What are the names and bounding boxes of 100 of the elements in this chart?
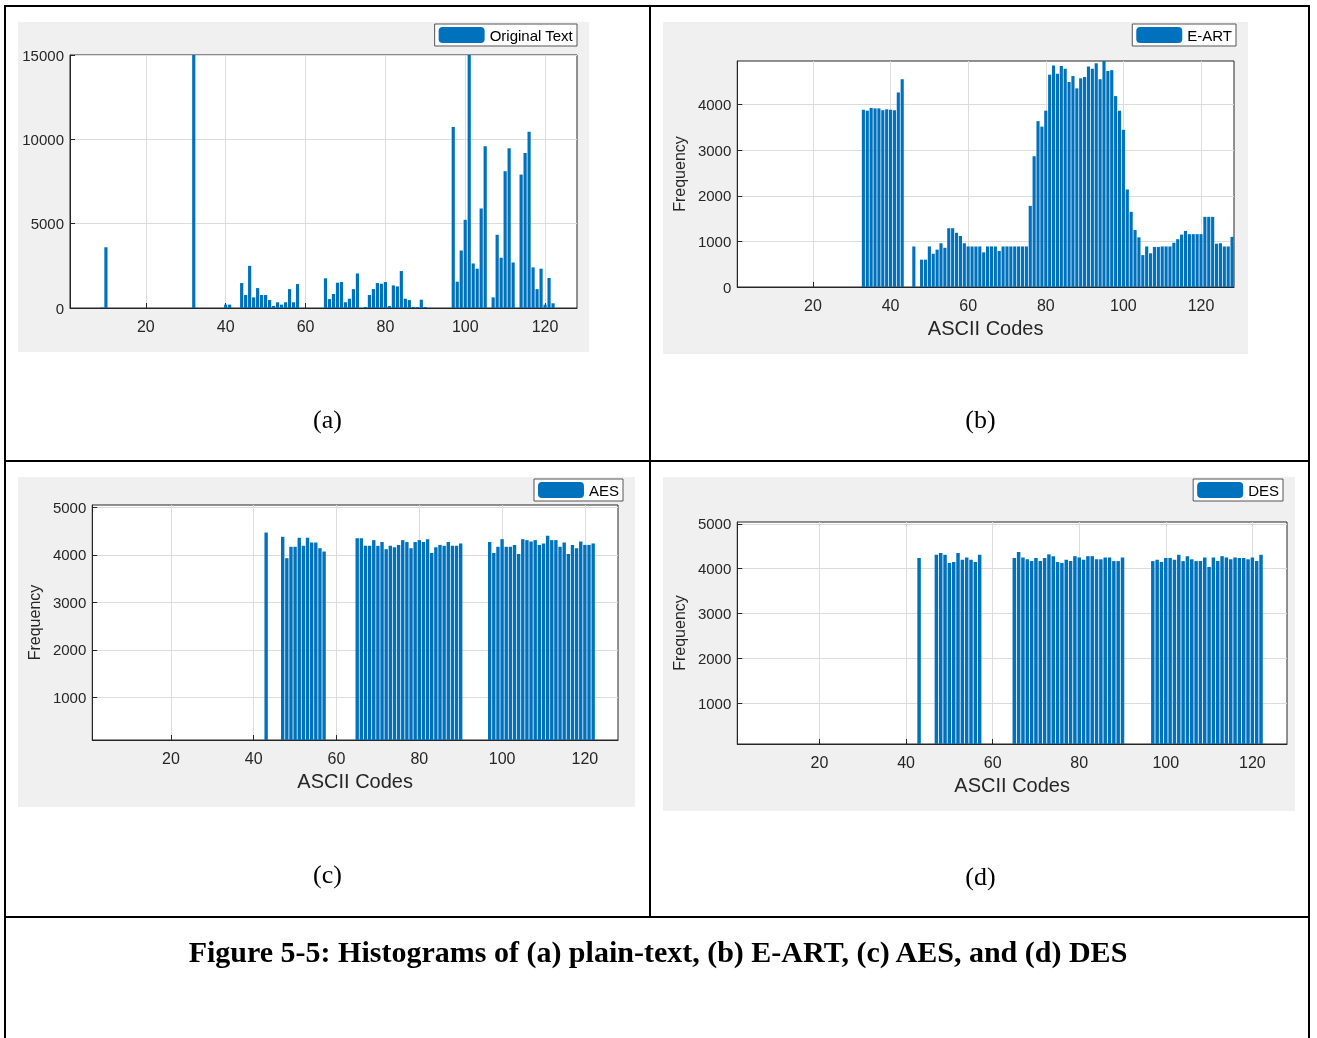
caption: Figure 5-5: Histograms of (a) plain-text, (b) E-ART, (c) AES, and (d) DES (187, 935, 1129, 969)
bar (405, 542, 409, 740)
x-tick-label: 60 (327, 749, 346, 767)
bar (275, 302, 280, 308)
bar (951, 228, 955, 287)
bar (442, 545, 446, 740)
x-tick-label: 120 (1187, 296, 1215, 314)
y-tick-label: 2000 (697, 650, 732, 668)
x-tick-label: 100 (488, 749, 516, 767)
bar (1160, 246, 1164, 287)
bar (335, 282, 340, 308)
y-tick-label: 4000 (697, 560, 732, 578)
x-axis-title: ASCII Codes (954, 773, 1070, 796)
text: (c) (312, 860, 343, 890)
bar (495, 234, 499, 308)
bar (888, 109, 893, 287)
x-tick-label: 60 (959, 296, 978, 314)
bar (1168, 246, 1172, 287)
bar (339, 282, 344, 308)
bar (1001, 246, 1005, 287)
legend-label: DES (1248, 481, 1279, 499)
bar (861, 109, 865, 287)
bar (379, 283, 383, 308)
bar (970, 246, 974, 287)
bar (419, 299, 423, 308)
text: (a) (312, 405, 343, 435)
bar (1071, 76, 1075, 287)
bar (1110, 70, 1114, 287)
x-tick-label: 40 (244, 749, 263, 767)
bar (1207, 216, 1211, 287)
bar (507, 148, 511, 308)
bar (1191, 234, 1195, 287)
bar (1195, 234, 1199, 287)
bar (591, 543, 595, 740)
bar (1009, 246, 1013, 287)
bar (993, 246, 997, 287)
bar (927, 246, 931, 287)
bar (256, 288, 260, 308)
bar (939, 243, 943, 287)
legend-label: E-ART (1187, 26, 1233, 44)
x-tick-label: 20 (136, 317, 155, 335)
bar (1187, 234, 1191, 287)
text: (d) (964, 862, 997, 892)
bar (989, 246, 994, 287)
bar (587, 544, 591, 740)
y-tick-label: 4000 (52, 546, 87, 564)
x-tick-label: 40 (881, 296, 900, 314)
bar (974, 246, 978, 287)
bar (438, 544, 442, 740)
bar (248, 265, 252, 308)
bar (562, 542, 566, 740)
bar (869, 107, 873, 287)
bar (1156, 246, 1160, 287)
bar (399, 271, 403, 308)
bar (881, 110, 885, 287)
bar (900, 79, 904, 287)
bar (380, 542, 384, 740)
y-tick-label: 0 (55, 299, 64, 317)
y-axis-title: Frequency (25, 584, 43, 661)
x-tick-label: 100 (451, 317, 479, 335)
bar (323, 278, 328, 308)
bar (958, 235, 962, 287)
bar (240, 283, 244, 308)
y-axis-title: Frequency (670, 136, 688, 212)
text: (b) (964, 405, 997, 435)
bar (920, 259, 924, 287)
bar (554, 540, 558, 740)
y-tick-label: 2000 (697, 187, 732, 205)
bar (1102, 61, 1106, 287)
bar (1051, 65, 1056, 287)
bar (547, 277, 551, 308)
bar (413, 542, 417, 740)
legend-label: AES (588, 481, 619, 499)
bar (947, 228, 951, 287)
y-tick-label: 0 (722, 278, 732, 296)
bar (483, 146, 487, 308)
x-tick-label: 120 (571, 749, 599, 767)
bar (1164, 246, 1168, 287)
bar (1013, 246, 1017, 287)
x-tick-label: 120 (531, 317, 559, 335)
x-axis-title: ASCII Codes (297, 769, 413, 792)
bar (865, 110, 869, 287)
bar (467, 55, 471, 308)
y-tick-label: 1000 (697, 695, 732, 713)
bar (986, 246, 990, 287)
bar (978, 246, 982, 287)
bar (527, 131, 531, 308)
x-tick-label: 20 (162, 749, 180, 767)
bar (1176, 239, 1180, 287)
legend-label: Original Text (489, 26, 574, 44)
bar (1036, 121, 1040, 287)
bar (1094, 63, 1098, 287)
bar (1079, 78, 1083, 287)
y-tick-label: 1000 (52, 688, 87, 706)
bar (1086, 66, 1091, 287)
y-tick-label: 10000 (22, 130, 64, 148)
bar (1172, 242, 1176, 287)
bar (1063, 68, 1067, 287)
bar (407, 300, 411, 308)
x-tick-label: 120 (1239, 753, 1266, 771)
